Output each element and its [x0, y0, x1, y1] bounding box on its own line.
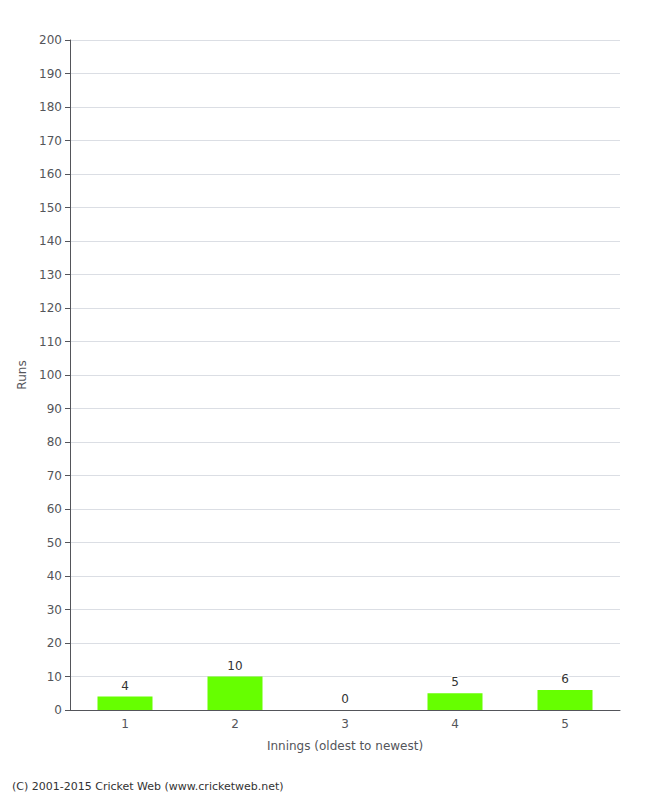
svg-text:4: 4 — [451, 717, 459, 731]
svg-text:5: 5 — [451, 675, 459, 689]
svg-text:5: 5 — [561, 717, 569, 731]
svg-text:70: 70 — [47, 469, 62, 483]
svg-text:60: 60 — [47, 502, 62, 516]
svg-text:120: 120 — [39, 301, 62, 315]
svg-text:20: 20 — [47, 636, 62, 650]
svg-text:180: 180 — [39, 100, 62, 114]
svg-text:160: 160 — [39, 167, 62, 181]
svg-text:50: 50 — [47, 536, 62, 550]
svg-text:10: 10 — [227, 659, 242, 673]
svg-text:170: 170 — [39, 134, 62, 148]
svg-text:10: 10 — [47, 670, 62, 684]
svg-text:Innings (oldest to newest): Innings (oldest to newest) — [267, 739, 423, 753]
svg-text:0: 0 — [341, 692, 349, 706]
svg-text:30: 30 — [47, 603, 62, 617]
svg-text:200: 200 — [39, 33, 62, 47]
svg-text:6: 6 — [561, 672, 569, 686]
svg-text:110: 110 — [39, 335, 62, 349]
svg-text:150: 150 — [39, 201, 62, 215]
svg-text:0: 0 — [54, 703, 62, 717]
svg-text:3: 3 — [341, 717, 349, 731]
svg-text:1: 1 — [121, 717, 129, 731]
svg-text:90: 90 — [47, 402, 62, 416]
svg-text:80: 80 — [47, 435, 62, 449]
svg-text:100: 100 — [39, 368, 62, 382]
svg-text:140: 140 — [39, 234, 62, 248]
svg-text:40: 40 — [47, 569, 62, 583]
svg-text:4: 4 — [121, 679, 129, 693]
svg-text:130: 130 — [39, 268, 62, 282]
svg-text:2: 2 — [231, 717, 239, 731]
svg-text:190: 190 — [39, 67, 62, 81]
svg-text:(C) 2001-2015 Cricket Web (www: (C) 2001-2015 Cricket Web (www.cricketwe… — [12, 780, 284, 793]
svg-text:Runs: Runs — [15, 360, 29, 389]
